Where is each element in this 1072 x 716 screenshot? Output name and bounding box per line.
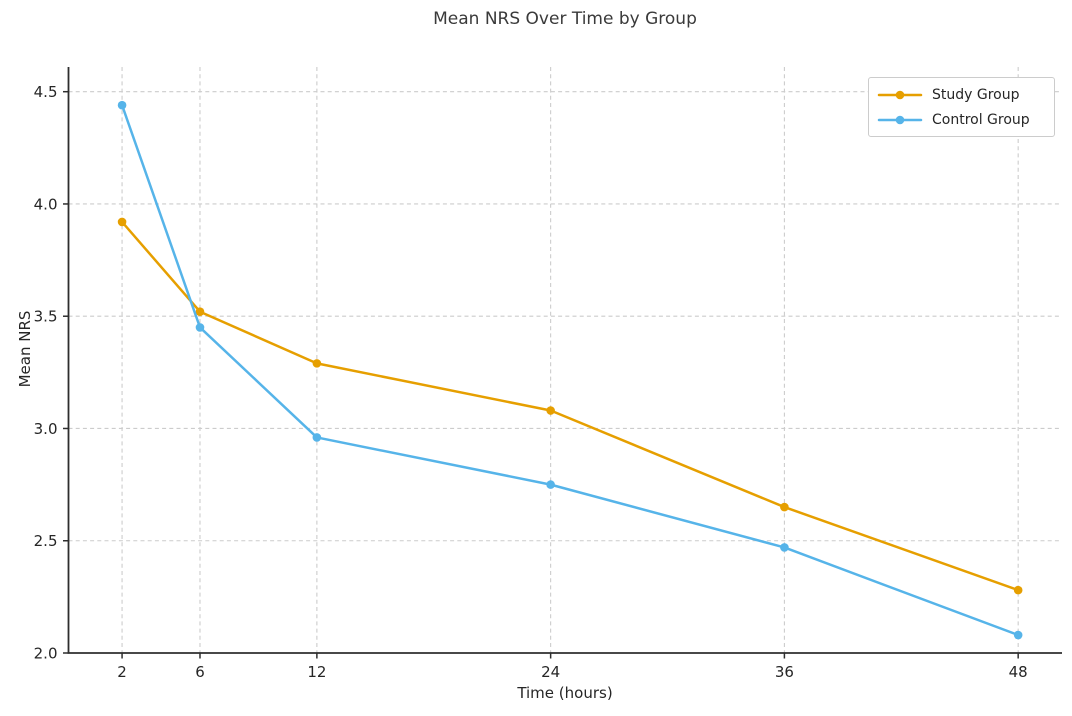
series-line-control-group: [120, 103, 1020, 637]
series-marker-study-group: [546, 406, 555, 415]
series-line-study-group: [120, 220, 1020, 592]
y-tick-label: 4.5: [34, 83, 58, 101]
series-marker-control-group: [312, 433, 322, 442]
series-marker-study-group: [1013, 585, 1023, 595]
legend-sample-line: [877, 115, 923, 124]
series-marker-study-group: [117, 217, 127, 227]
series-marker-control-group: [117, 100, 127, 110]
series-marker-control-group: [195, 323, 205, 332]
series-marker-study-group: [195, 307, 205, 317]
legend-label: Control Group: [932, 111, 1030, 128]
series-marker-study-group: [312, 359, 322, 368]
series-marker-control-group: [1013, 630, 1023, 640]
x-tick-label: 12: [307, 663, 326, 681]
legend-label: Study Group: [932, 86, 1020, 103]
y-tick-label: 2.0: [34, 645, 58, 663]
legend: Study Group Control Group: [868, 77, 1055, 137]
y-tick-label: 2.5: [34, 532, 58, 550]
legend-item-control-group: Control Group: [877, 109, 1044, 130]
y-axis-label: Mean NRS: [16, 310, 34, 388]
x-tick-label: 48: [1009, 663, 1028, 681]
x-axis-label: Time (hours): [517, 684, 613, 702]
x-tick-label: 2: [117, 663, 127, 681]
legend-item-study-group: Study Group: [877, 84, 1044, 105]
series-marker-study-group: [780, 502, 789, 512]
y-tick-label: 3.0: [34, 420, 58, 438]
y-tick-label: 4.0: [34, 195, 58, 213]
legend-sample-line: [877, 90, 923, 99]
x-tick-label: 36: [775, 663, 794, 681]
chart-title: Mean NRS Over Time by Group: [433, 9, 697, 29]
series-marker-control-group: [546, 480, 555, 489]
series-marker-control-group: [780, 543, 789, 552]
x-tick-label: 6: [195, 663, 205, 681]
y-tick-label: 3.5: [34, 308, 58, 326]
x-tick-label: 24: [541, 663, 560, 681]
